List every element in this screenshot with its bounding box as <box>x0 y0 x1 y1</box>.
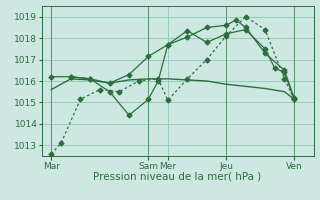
X-axis label: Pression niveau de la mer( hPa ): Pression niveau de la mer( hPa ) <box>93 172 262 182</box>
